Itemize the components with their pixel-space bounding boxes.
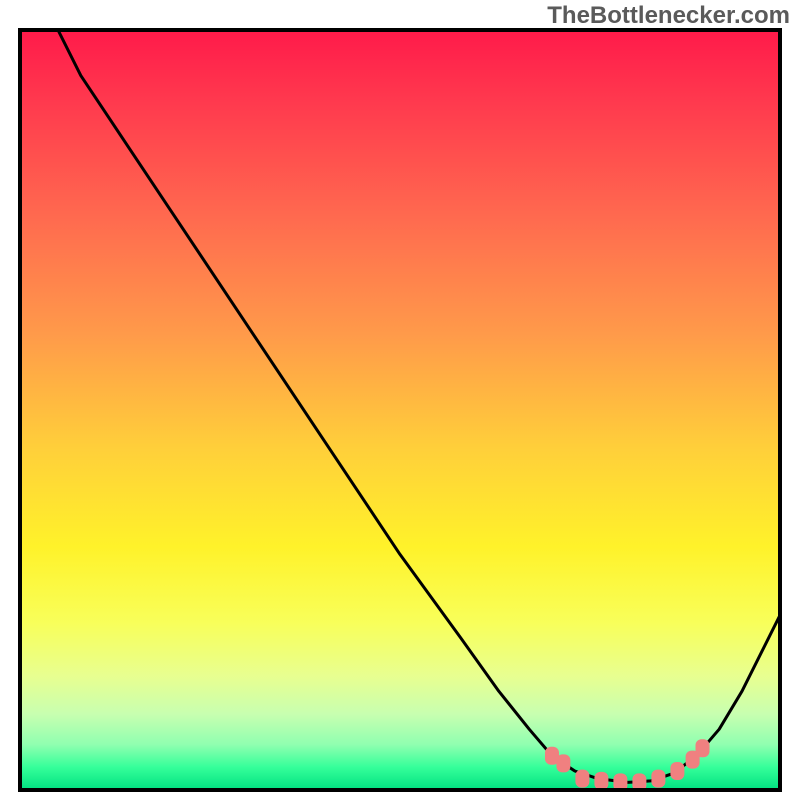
curve-marker [670, 762, 684, 780]
chart-container: TheBottlenecker.com [0, 0, 800, 800]
curve-marker [651, 770, 665, 788]
watermark-text: TheBottlenecker.com [547, 2, 790, 30]
curve-marker [696, 739, 710, 757]
curve-marker [575, 770, 589, 788]
curve-marker [556, 754, 570, 772]
gradient-background [20, 30, 780, 790]
curve-marker [594, 772, 608, 790]
chart-svg [0, 0, 800, 800]
